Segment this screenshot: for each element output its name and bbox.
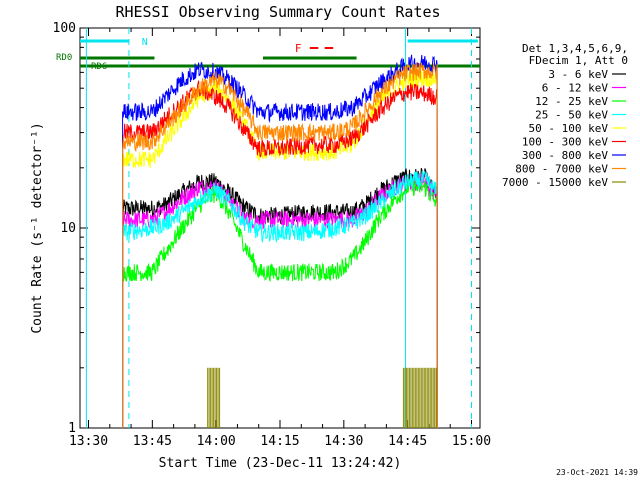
series-300-800-kev	[122, 54, 438, 429]
y-tick-label: 100	[53, 21, 76, 36]
x-axis-label: Start Time (23-Dec-11 13:24:42)	[159, 456, 402, 471]
y-axis-label: Count Rate (s⁻¹ detector⁻¹)	[30, 122, 45, 333]
series-line	[122, 62, 438, 429]
series-line	[122, 170, 438, 429]
x-tick-label: 14:30	[324, 434, 363, 449]
legend: Det 1,3,4,5,6,9,FDecim 1, Att 03 - 6 keV…	[502, 42, 628, 189]
legend-header: Det 1,3,4,5,6,9,	[522, 42, 628, 55]
x-tick-label: 13:30	[69, 434, 108, 449]
legend-label: 300 - 800 keV	[522, 149, 608, 162]
flare-flag-label: F	[295, 42, 302, 55]
series-800-7000-kev	[122, 62, 438, 429]
legend-header: FDecim 1, Att 0	[529, 54, 628, 67]
legend-label: 3 - 6 keV	[548, 68, 608, 81]
chart-title: RHESSI Observing Summary Count Rates	[115, 3, 440, 21]
x-tick-label: 14:00	[197, 434, 236, 449]
series-line	[122, 54, 438, 429]
y-tick-label: 10	[60, 221, 76, 236]
legend-label: 50 - 100 keV	[529, 122, 609, 135]
y-tick-label: 1	[68, 421, 76, 436]
night-flag-label: N	[142, 37, 148, 48]
y-axis: 1 10 100	[53, 21, 480, 436]
x-tick-label: 15:00	[452, 434, 491, 449]
legend-label: 7000 - 15000 keV	[502, 176, 608, 189]
rd0-flag-label: RD0	[56, 53, 72, 63]
x-tick-label: 14:45	[388, 434, 427, 449]
legend-label: 12 - 25 keV	[535, 95, 608, 108]
timestamp: 23-Oct-2021 14:39	[556, 468, 638, 477]
x-axis: 13:30 13:45 14:00 14:15 14:30 14:45 15:00	[69, 28, 491, 449]
rd6-flag-label: RD6	[91, 62, 107, 72]
series-group	[122, 54, 438, 429]
legend-label: 6 - 12 keV	[542, 82, 609, 95]
legend-label: 25 - 50 keV	[535, 109, 608, 122]
legend-label: 800 - 7000 keV	[515, 163, 608, 176]
x-tick-label: 14:15	[260, 434, 299, 449]
series-25-50-kev	[122, 170, 438, 429]
legend-label: 100 - 300 keV	[522, 136, 608, 149]
series-7000-15000-kev	[207, 367, 437, 428]
x-tick-label: 13:45	[133, 434, 172, 449]
